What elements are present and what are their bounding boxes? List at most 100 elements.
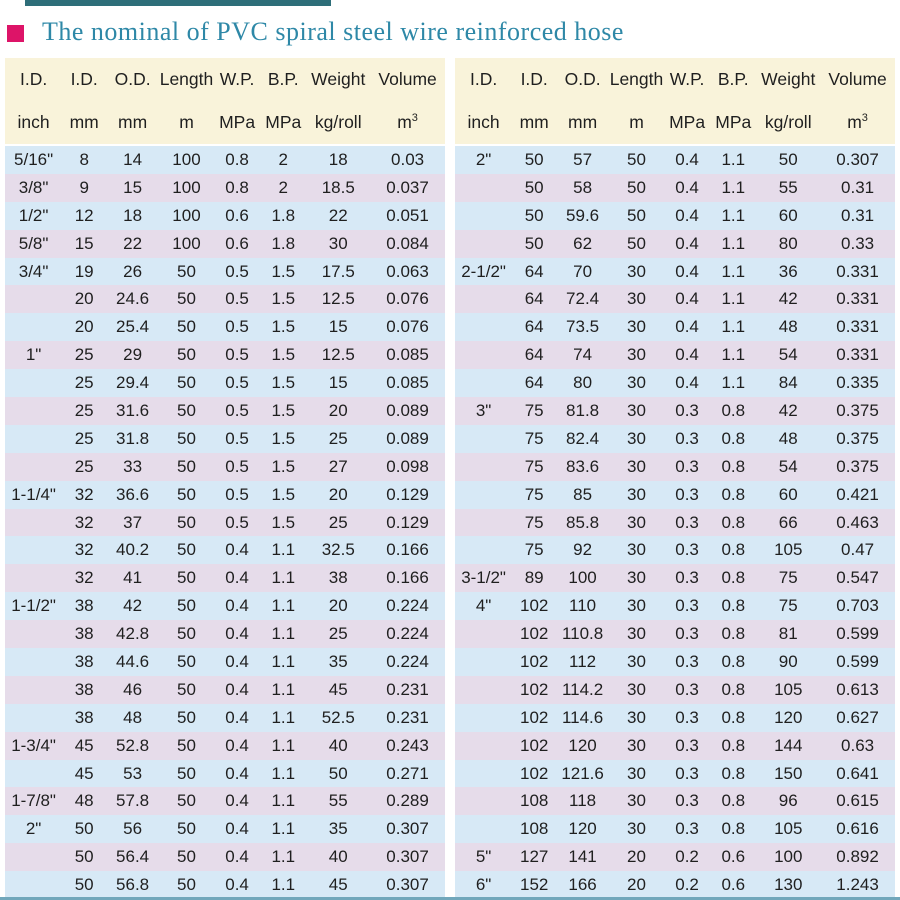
table-cell: 52.5 <box>306 703 371 732</box>
table-cell: 0.224 <box>370 592 445 621</box>
table-cell: 50 <box>158 620 214 649</box>
table-cell: 0.076 <box>370 285 445 314</box>
table-cell: 0.3 <box>663 759 711 788</box>
table-cell: 0.615 <box>820 787 895 816</box>
table-cell: 0.051 <box>370 201 445 230</box>
table-cell: 90 <box>756 648 821 676</box>
table-cell: 1.1 <box>710 173 757 202</box>
table-cell: 0.5 <box>213 452 261 481</box>
table-cell: 118 <box>556 787 609 816</box>
table-cell: 45 <box>62 759 107 788</box>
table-cell: 15 <box>106 173 159 202</box>
table-cell: 36.6 <box>106 480 159 509</box>
table-cell: 42 <box>756 397 821 425</box>
column-header-unit: MPa <box>663 101 711 146</box>
spec-table-right: I.D. I.D. O.D. Length W.P. B.P. Weight Volume in… <box>455 58 895 900</box>
column-header-unit: MPa <box>710 101 757 146</box>
table-cell: 64 <box>512 285 557 314</box>
table-cell: 50 <box>756 145 821 174</box>
table-row: 108 120 30 0.3 0.8 105 0.616 <box>455 815 895 844</box>
table-cell: 85.8 <box>556 508 609 537</box>
table-cell: 50 <box>158 731 214 760</box>
spec-tables-container: I.D. I.D. O.D. Length W.P. B.P. Weight Volume in… <box>5 58 895 900</box>
table-cell: 1.1 <box>710 229 757 258</box>
table-cell <box>5 648 63 676</box>
table-cell: 1.1 <box>260 675 307 704</box>
table-cell: 20 <box>306 592 371 621</box>
table-cell: 50 <box>158 703 214 732</box>
table-cell: 25 <box>306 620 371 649</box>
table-cell: 50 <box>608 201 664 230</box>
table-row: 75 83.6 30 0.3 0.8 54 0.375 <box>455 452 895 481</box>
table-cell <box>455 173 513 202</box>
table-cell <box>5 508 63 537</box>
table-cell: 102 <box>512 759 557 788</box>
table-row: 3-1/2" 89 100 30 0.3 0.8 75 0.547 <box>455 564 895 593</box>
table-cell: 30 <box>306 229 371 258</box>
table-cell: 0.3 <box>663 536 711 565</box>
table-cell: 50 <box>62 871 107 900</box>
table-cell: 0.616 <box>820 815 895 844</box>
table-row: 45 53 50 0.4 1.1 50 0.271 <box>5 759 445 788</box>
header-row-labels: I.D. I.D. O.D. Length W.P. B.P. Weight Volume <box>455 58 895 101</box>
table-row: 1/2" 12 18 100 0.6 1.8 22 0.051 <box>5 201 445 230</box>
table-cell: 1/2" <box>5 201 63 230</box>
table-cell: 1-7/8" <box>5 787 63 816</box>
table-cell: 0.8 <box>710 731 757 760</box>
table-cell: 50 <box>158 369 214 398</box>
table-cell: 8 <box>62 145 107 174</box>
table-cell <box>5 564 63 593</box>
table-cell: 105 <box>756 536 821 565</box>
table-cell: 0.641 <box>820 759 895 788</box>
table-cell: 24.6 <box>106 285 159 314</box>
table-cell <box>455 285 513 314</box>
table-cell: 102 <box>512 620 557 649</box>
table-cell: 50 <box>608 145 664 174</box>
table-cell <box>455 731 513 760</box>
table-cell: 0.4 <box>213 815 261 844</box>
table-cell: 0.4 <box>213 871 261 900</box>
table-cell: 0.5 <box>213 480 261 509</box>
page-title: The nominal of PVC spiral steel wire rei… <box>42 17 624 46</box>
table-cell: 18 <box>306 145 371 174</box>
table-row: 32 41 50 0.4 1.1 38 0.166 <box>5 564 445 593</box>
table-cell: 1.1 <box>260 620 307 649</box>
table-cell: 15 <box>306 369 371 398</box>
column-header-label: I.D. <box>512 58 557 101</box>
table-cell: 50 <box>608 229 664 258</box>
table-cell: 0.3 <box>663 424 711 453</box>
table-cell: 5/16" <box>5 145 63 174</box>
table-cell: 38 <box>62 703 107 732</box>
table-cell: 100 <box>158 201 214 230</box>
table-cell: 0.8 <box>710 787 757 816</box>
table-cell: 1.5 <box>260 285 307 314</box>
table-cell: 60 <box>756 480 821 509</box>
bottom-rule <box>0 897 900 900</box>
table-cell: 50 <box>512 229 557 258</box>
table-cell: 114.2 <box>556 675 609 704</box>
header-row-units: inch mm mm m MPa MPa kg/roll m3 <box>455 101 895 146</box>
table-cell: 0.166 <box>370 536 445 565</box>
table-cell: 17.5 <box>306 257 371 286</box>
table-cell: 50 <box>512 145 557 174</box>
table-cell: 50 <box>158 759 214 788</box>
table-cell: 30 <box>608 285 664 314</box>
table-cell: 0.243 <box>370 731 445 760</box>
table-cell: 50 <box>158 257 214 286</box>
table-cell: 30 <box>608 369 664 398</box>
table-cell: 3/8" <box>5 173 63 202</box>
table-cell: 25 <box>62 397 107 425</box>
table-cell: 40 <box>306 843 371 872</box>
column-header-label: W.P. <box>213 58 261 101</box>
table-row: 38 46 50 0.4 1.1 45 0.231 <box>5 675 445 704</box>
table-cell: 50 <box>158 787 214 816</box>
column-header-label: I.D. <box>5 58 63 101</box>
table-cell: 1.1 <box>710 145 757 174</box>
table-cell: 19 <box>62 257 107 286</box>
table-cell <box>455 815 513 844</box>
table-cell: 1-3/4" <box>5 731 63 760</box>
table-row: 50 56.4 50 0.4 1.1 40 0.307 <box>5 843 445 872</box>
table-row: 25 29.4 50 0.5 1.5 15 0.085 <box>5 369 445 398</box>
table-row: 50 56.8 50 0.4 1.1 45 0.307 <box>5 871 445 900</box>
table-cell: 1.5 <box>260 369 307 398</box>
